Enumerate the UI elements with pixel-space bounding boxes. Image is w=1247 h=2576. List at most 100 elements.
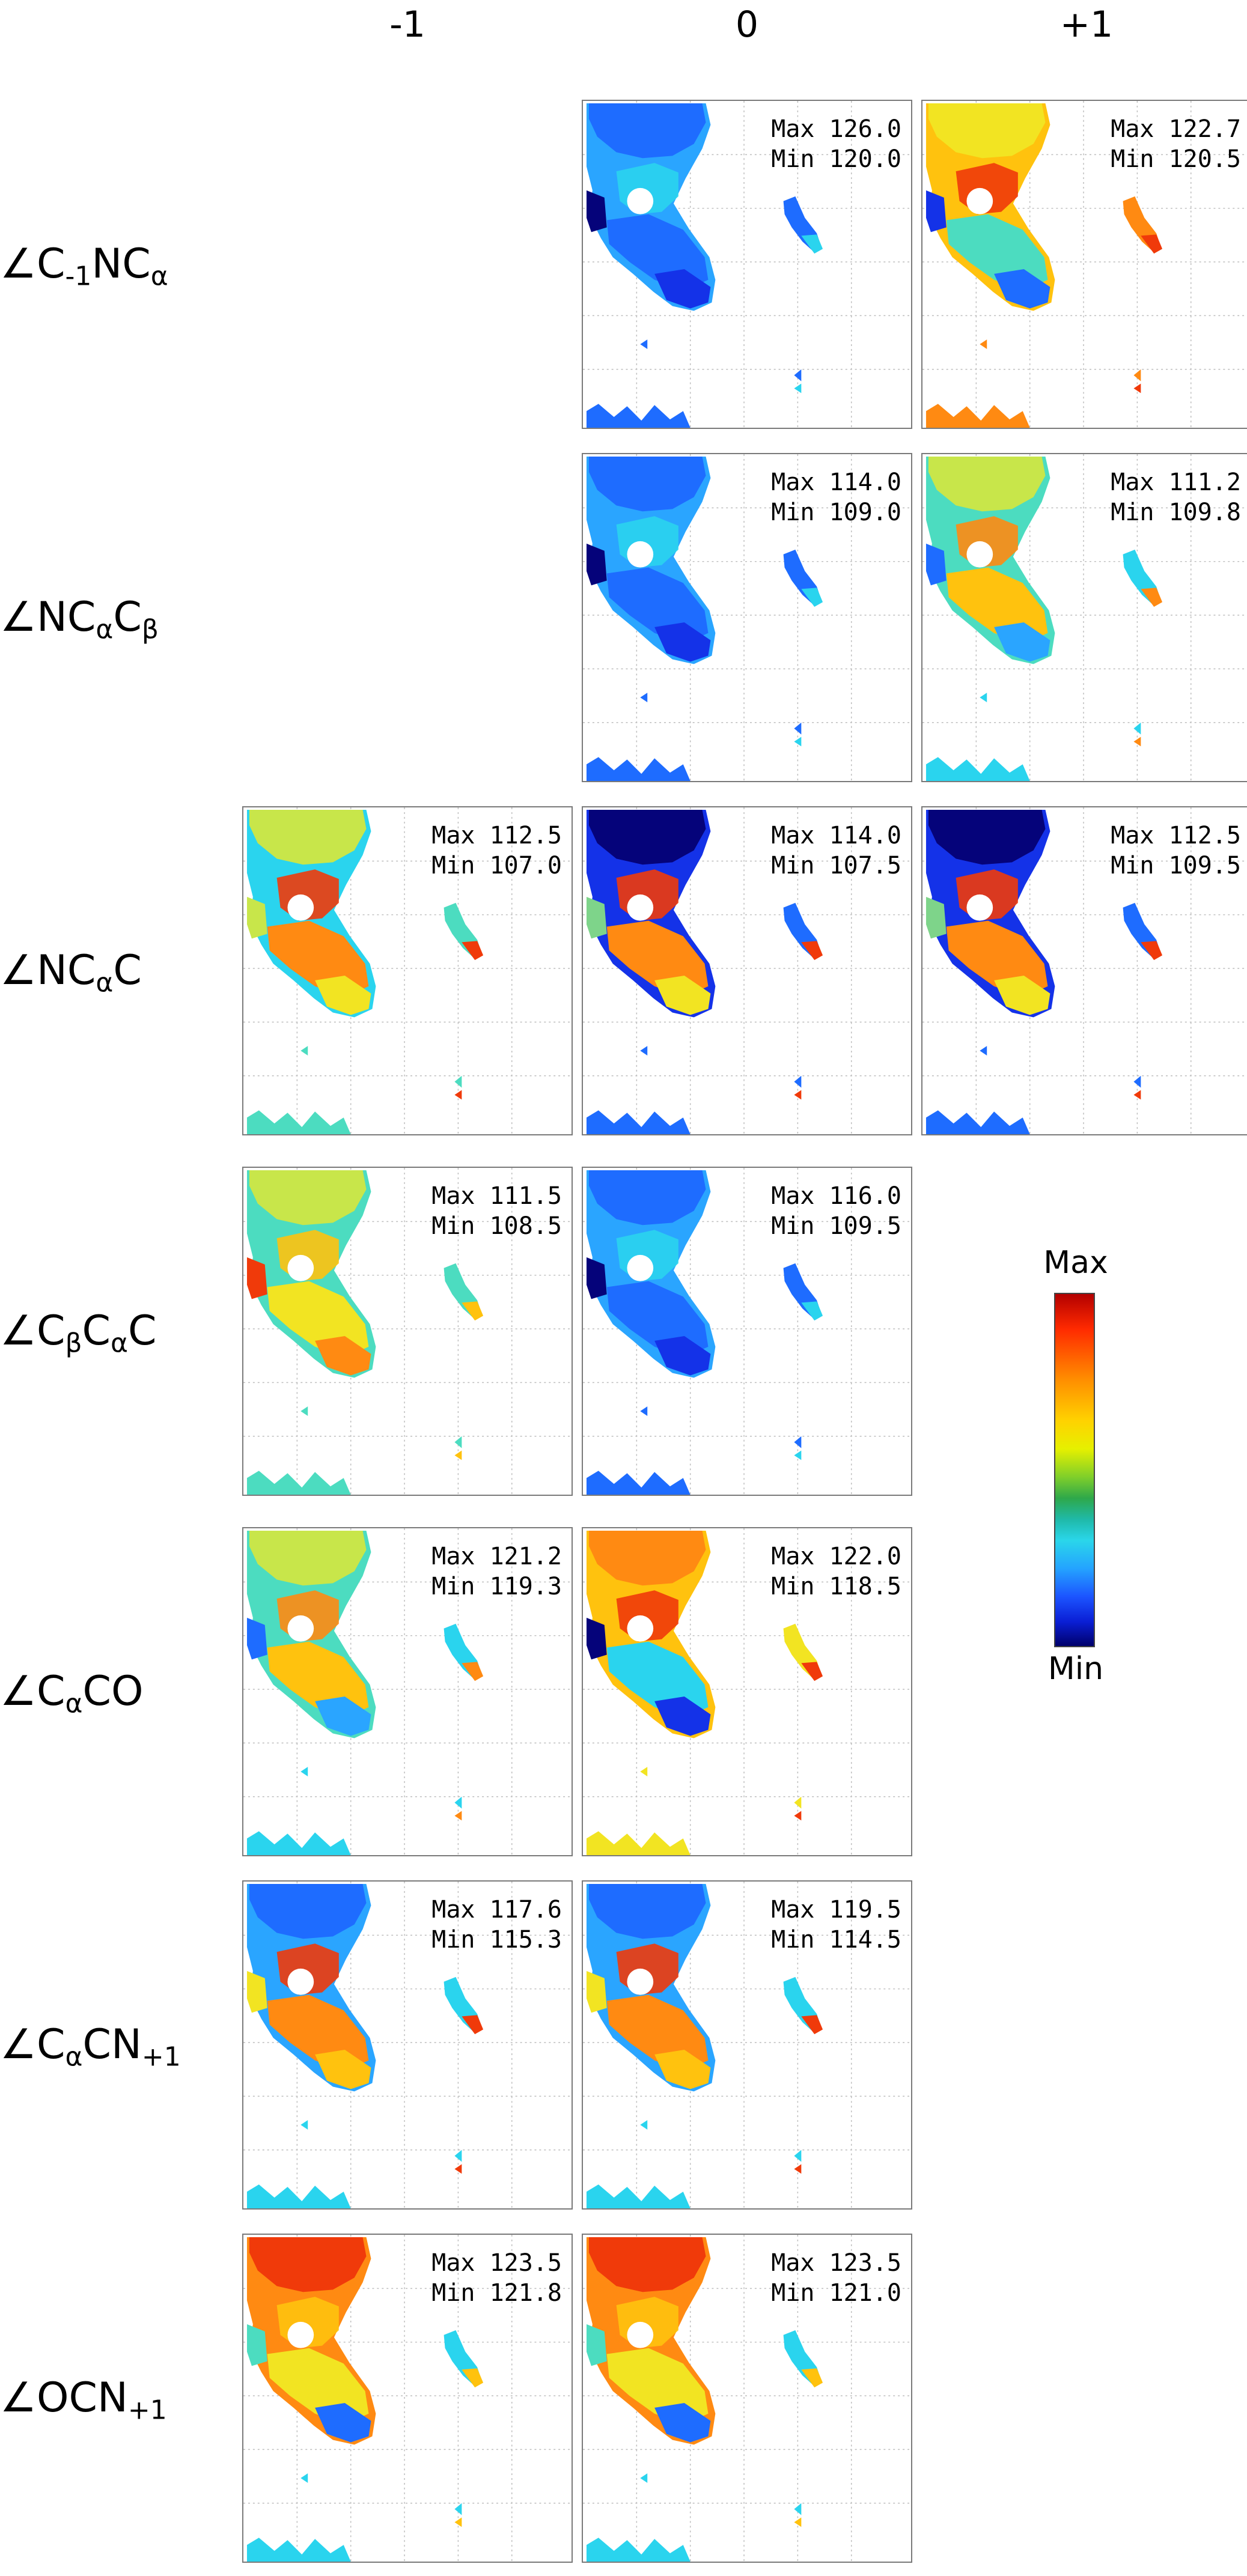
panel-stats: Max 112.5 Min 107.0	[431, 821, 562, 881]
contour-region-top	[588, 103, 706, 159]
contour-region-bottom-strip	[925, 757, 1030, 781]
speck	[794, 1796, 802, 1809]
contour-region-lower	[994, 269, 1050, 309]
region-hole	[627, 894, 654, 921]
contour-region-alpha-l-tip	[462, 2015, 484, 2035]
contour-region-edge	[586, 190, 607, 232]
speck	[794, 2503, 802, 2515]
speck	[300, 2473, 308, 2483]
contour-region-top	[928, 103, 1046, 159]
speck	[794, 1075, 802, 1088]
panel-ncac-z0: Max 114.0 Min 107.5	[582, 806, 912, 1135]
panel-ocn1-m1: Max 123.5 Min 121.8	[242, 2234, 573, 2563]
contour-region-lower	[994, 975, 1050, 1015]
contour-region-edge	[246, 1970, 267, 2013]
panel-min-value: Min 109.5	[771, 1212, 901, 1240]
speck	[794, 1436, 802, 1448]
panel-min-value: Min 109.8	[1111, 499, 1241, 526]
contour-region-lower	[315, 1335, 371, 1376]
panel-min-value: Min 107.0	[431, 852, 562, 879]
panel-heatmap	[243, 1882, 572, 2208]
region-hole	[287, 1254, 314, 1281]
speck	[1133, 1090, 1141, 1100]
speck	[454, 1450, 462, 1460]
panel-stats: Max 111.5 Min 108.5	[431, 1181, 562, 1241]
contour-region-bottom-strip	[586, 1831, 691, 1855]
contour-region-top	[928, 809, 1046, 865]
speck	[640, 339, 648, 349]
panel-min-value: Min 108.5	[431, 1212, 562, 1240]
panel-max-value: Max 114.0	[771, 822, 901, 849]
panel-max-value: Max 122.0	[771, 1543, 901, 1570]
panel-stats: Max 116.0 Min 109.5	[771, 1181, 901, 1241]
panel-ncacb-p1: Max 111.2 Min 109.8	[921, 453, 1247, 782]
panel-heatmap	[243, 807, 572, 1134]
contour-region-lower	[315, 975, 371, 1015]
panel-heatmap	[922, 807, 1247, 1134]
column-header-plus1: +1	[1059, 4, 1114, 46]
contour-region-lower	[315, 2049, 371, 2089]
contour-region-edge	[586, 1617, 607, 1660]
contour-region-edge	[586, 543, 607, 586]
speck	[640, 693, 648, 702]
panel-stats: Max 123.5 Min 121.0	[771, 2248, 901, 2308]
speck	[640, 2473, 648, 2483]
speck	[640, 2120, 648, 2130]
panel-stats: Max 122.7 Min 120.5	[1111, 114, 1241, 174]
region-hole	[287, 2321, 314, 2348]
speck	[1133, 369, 1141, 381]
contour-region-alpha-l-tip	[1141, 941, 1163, 961]
speck	[454, 2164, 462, 2174]
contour-region-alpha-l-tip	[801, 1301, 823, 1321]
region-hole	[627, 2321, 654, 2348]
panel-min-value: Min 119.3	[431, 1573, 562, 1600]
row-label-caco: ∠CαCO	[0, 1668, 144, 1719]
speck	[794, 383, 802, 393]
contour-region-alpha-l-tip	[801, 1662, 823, 1681]
speck	[794, 2517, 802, 2527]
region-hole	[966, 541, 993, 568]
region-hole	[966, 187, 993, 214]
row-label-ocn1: ∠OCN+1	[0, 2374, 167, 2426]
speck	[300, 1046, 308, 1056]
contour-region-edge	[246, 1257, 267, 1299]
colorbar-max-label: Max	[1043, 1245, 1108, 1281]
contour-region-edge	[586, 896, 607, 939]
contour-region-lower	[315, 1696, 371, 1736]
speck	[300, 2120, 308, 2130]
contour-region-edge	[246, 896, 267, 939]
contour-region-alpha-l-tip	[801, 234, 823, 254]
panel-min-value: Min 121.8	[431, 2279, 562, 2307]
contour-region-bottom-strip	[925, 1110, 1030, 1134]
panel-max-value: Max 126.0	[771, 115, 901, 143]
speck	[300, 1767, 308, 1776]
speck	[1133, 722, 1141, 735]
contour-region-alpha-l-tip	[801, 588, 823, 607]
speck	[794, 2149, 802, 2162]
panel-max-value: Max 111.5	[431, 1182, 562, 1210]
contour-region-alpha-l-tip	[462, 1301, 484, 1321]
panel-min-value: Min 114.5	[771, 1926, 901, 1954]
panel-min-value: Min 107.5	[771, 852, 901, 879]
contour-region-alpha-l-tip	[1141, 588, 1163, 607]
panel-min-value: Min 115.3	[431, 1926, 562, 1954]
speck	[454, 2503, 462, 2515]
panel-max-value: Max 116.0	[771, 1182, 901, 1210]
panel-stats: Max 126.0 Min 120.0	[771, 114, 901, 174]
speck	[980, 693, 987, 702]
panel-caco-m1: Max 121.2 Min 119.3	[242, 1527, 573, 1856]
region-hole	[627, 1254, 654, 1281]
contour-region-bottom-strip	[586, 1110, 691, 1134]
panel-stats: Max 117.6 Min 115.3	[431, 1895, 562, 1955]
speck	[980, 1046, 987, 1056]
panel-stats: Max 119.5 Min 114.5	[771, 1895, 901, 1955]
panel-heatmap	[243, 1528, 572, 1855]
region-hole	[287, 1615, 314, 1642]
panel-c-1nca-p1: Max 122.7 Min 120.5	[921, 100, 1247, 429]
colorbar: Max Min	[1028, 1245, 1124, 1701]
panel-stats: Max 123.5 Min 121.8	[431, 2248, 562, 2308]
contour-region-bottom-strip	[586, 404, 691, 428]
panel-heatmap	[583, 2235, 911, 2562]
speck	[794, 737, 802, 747]
region-hole	[966, 894, 993, 921]
